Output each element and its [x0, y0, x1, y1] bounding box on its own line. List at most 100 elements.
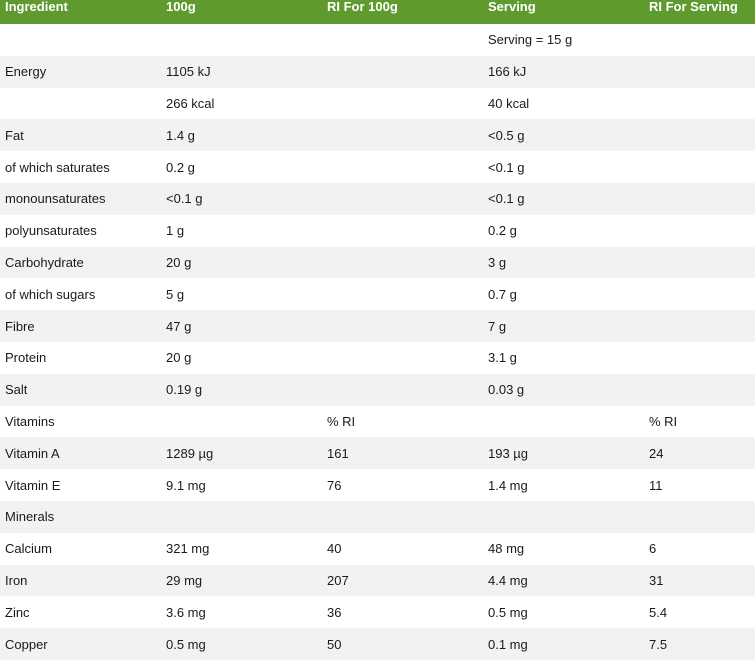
- cell-serving: 193 µg: [488, 445, 529, 461]
- cell-per-100g: 1105 kJ: [166, 64, 211, 80]
- cell-serving: [483, 406, 644, 438]
- cell-ingredient: polyunsaturates: [5, 223, 97, 239]
- cell-ri-per-100g: 207: [327, 572, 349, 588]
- cell-ingredient: Minerals: [5, 509, 55, 525]
- cell-ri-per-100g: [322, 119, 483, 151]
- cell-serving: 0.2 g: [488, 223, 517, 239]
- table-row: Minerals: [0, 500, 755, 533]
- table-row: of which saturates 0.2 g <0.1 g: [0, 151, 755, 183]
- cell-serving: 1.4 mg: [488, 477, 528, 493]
- cell-ri-per-serving: [644, 119, 755, 151]
- cell-ingredient: [0, 24, 161, 56]
- cell-ri-per-serving: % RI: [649, 413, 678, 429]
- cell-serving: 48 mg: [488, 541, 525, 557]
- cell-ri-per-serving: [644, 278, 755, 310]
- cell-serving: <0.1 g: [488, 159, 525, 175]
- cell-serving: 166 kJ: [488, 64, 527, 80]
- table-row: of which sugars 5 g 0.7 g: [0, 278, 755, 311]
- cell-per-100g: 321 mg: [166, 541, 210, 557]
- table-row: Iron 29 mg 207 4.4 mg 31: [0, 564, 755, 597]
- cell-ingredient: Fibre: [5, 318, 35, 334]
- table-row: 266 kcal 40 kcal: [0, 87, 755, 120]
- table-row: Zinc 3.6 mg 36 0.5 mg 5.4: [0, 596, 755, 629]
- cell-per-100g: [161, 24, 322, 56]
- cell-serving: 3.1 g: [488, 350, 517, 366]
- cell-ri-per-serving: [644, 247, 755, 279]
- table-row: Protein 20 g 3.1 g: [0, 341, 755, 374]
- cell-ingredient: Vitamins: [5, 413, 55, 429]
- cell-ri-per-serving: 7.5: [649, 636, 668, 652]
- cell-per-100g: 1289 µg: [166, 445, 214, 461]
- cell-ri-per-serving: [644, 183, 755, 215]
- cell-ri-per-serving: 11: [649, 477, 663, 493]
- cell-ingredient: of which saturates: [5, 159, 110, 175]
- cell-per-100g: 1 g: [166, 223, 185, 239]
- table-row: Carbohydrate 20 g 3 g: [0, 246, 755, 279]
- cell-per-100g: [161, 501, 322, 533]
- cell-ri-per-100g: [322, 24, 483, 56]
- cell-per-100g: <0.1 g: [166, 191, 203, 207]
- cell-per-100g: 0.2 g: [166, 159, 195, 175]
- cell-ri-per-100g: % RI: [327, 413, 356, 429]
- cell-ri-per-100g: [322, 374, 483, 406]
- cell-ri-per-serving: [644, 374, 755, 406]
- header-ri-per-100g: RI For 100g: [327, 0, 398, 14]
- table-row: monounsaturates <0.1 g <0.1 g: [0, 182, 755, 215]
- cell-ri-per-100g: 40: [327, 541, 342, 557]
- table-row: Fibre 47 g 7 g: [0, 310, 755, 342]
- cell-ri-per-100g: 161: [327, 445, 349, 461]
- cell-ingredient: Calcium: [5, 541, 52, 557]
- cell-ri-per-100g: [322, 342, 483, 374]
- cell-ri-per-100g: [322, 310, 483, 342]
- cell-ri-per-100g: 76: [327, 477, 342, 493]
- cell-serving: 0.7 g: [488, 286, 517, 302]
- table-row: Vitamin A 1289 µg 161 193 µg 24: [0, 437, 755, 470]
- table-row: Salt 0.19 g 0.03 g: [0, 373, 755, 406]
- cell-ingredient: Energy: [5, 64, 47, 80]
- header-row: Ingredient 100g RI For 100g Serving RI F…: [0, 0, 755, 24]
- cell-ri-per-serving: 6: [649, 541, 657, 557]
- header-ri-per-serving: RI For Serving: [649, 0, 738, 14]
- cell-serving: 0.5 mg: [488, 604, 528, 620]
- table-row: Energy 1105 kJ 166 kJ: [0, 55, 755, 88]
- cell-per-100g: 5 g: [166, 286, 185, 302]
- cell-ri-per-serving: 31: [649, 572, 664, 588]
- header-per-100g: 100g: [166, 0, 196, 14]
- cell-ingredient: Carbohydrate: [5, 254, 84, 270]
- cell-ri-per-100g: 36: [327, 604, 342, 620]
- header-serving: Serving: [488, 0, 536, 14]
- cell-per-100g: 47 g: [166, 318, 192, 334]
- cell-per-100g: 1.4 g: [166, 127, 195, 143]
- table-header: Ingredient 100g RI For 100g Serving RI F…: [0, 0, 755, 24]
- cell-ingredient: Iron: [5, 572, 28, 588]
- cell-per-100g: 0.19 g: [166, 382, 203, 398]
- cell-ingredient: monounsaturates: [5, 191, 106, 207]
- cell-ri-per-serving: [644, 342, 755, 374]
- cell-ri-per-100g: [322, 215, 483, 247]
- cell-ri-per-100g: [322, 501, 483, 533]
- cell-per-100g: 3.6 mg: [166, 604, 206, 620]
- cell-serving: <0.1 g: [488, 191, 525, 207]
- cell-serving: 4.4 mg: [488, 572, 528, 588]
- cell-serving: 40 kcal: [488, 95, 530, 111]
- cell-per-100g: 266 kcal: [166, 95, 215, 111]
- cell-serving: 0.03 g: [488, 382, 525, 398]
- cell-per-100g: 9.1 mg: [166, 477, 206, 493]
- cell-ingredient: [0, 88, 161, 120]
- cell-serving: Serving = 15 g: [488, 32, 573, 48]
- cell-ri-per-serving: [644, 310, 755, 342]
- table-row: Vitamins % RI % RI: [0, 405, 755, 438]
- cell-ingredient: Copper: [5, 636, 48, 652]
- cell-ri-per-serving: 5.4: [649, 604, 668, 620]
- cell-ri-per-100g: [322, 247, 483, 279]
- table-row: Calcium 321 mg 40 48 mg 6: [0, 532, 755, 565]
- cell-ri-per-serving: 24: [649, 445, 664, 461]
- table-row: Serving = 15 g: [0, 24, 755, 56]
- cell-ri-per-100g: [322, 151, 483, 183]
- table-body: Serving = 15 g Energy 1105 kJ 166 kJ 266 kca…: [0, 24, 755, 660]
- cell-ri-per-100g: [322, 278, 483, 310]
- table-row: Vitamin E 9.1 mg 76 1.4 mg 11: [0, 469, 755, 501]
- cell-ingredient: Salt: [5, 382, 28, 398]
- cell-ri-per-serving: [644, 501, 755, 533]
